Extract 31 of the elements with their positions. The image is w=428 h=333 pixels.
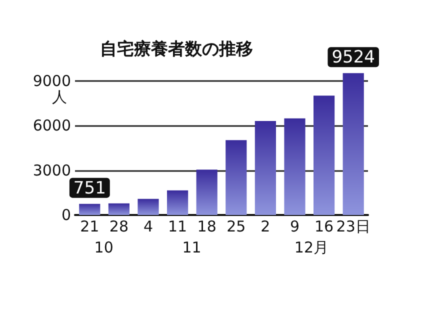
x-tick-label: 21 — [80, 218, 100, 236]
bar — [138, 198, 159, 215]
x-tick-label: 18 — [197, 218, 216, 236]
bar — [284, 118, 306, 215]
data-label: 751 — [73, 178, 106, 198]
bar — [79, 204, 100, 215]
x-tick-label: 9 — [290, 218, 300, 236]
bar — [342, 73, 364, 215]
data-label: 9524 — [332, 48, 375, 68]
x-tick-label: 4 — [143, 218, 154, 236]
y-tick-label: 0 — [61, 206, 71, 224]
x-tick-label: 11 — [168, 218, 188, 236]
x-tick-label: 23日 — [336, 218, 370, 236]
bar — [314, 96, 335, 215]
bar — [226, 140, 247, 215]
bar — [196, 170, 218, 215]
bar — [108, 203, 130, 215]
y-tick-label: 3000 — [32, 161, 71, 180]
y-axis-title: 人 — [52, 88, 67, 106]
bar — [167, 190, 188, 215]
x-tick-label: 25 — [226, 218, 246, 236]
text: 11 — [182, 238, 202, 256]
bar — [254, 121, 276, 215]
chart-title: 自宅療養者数の推移 — [100, 40, 253, 60]
x-tick-label: 28 — [109, 218, 128, 236]
y-tick-label: 6000 — [32, 116, 71, 135]
text: 12月 — [294, 238, 328, 256]
x-tick-label: 2 — [260, 218, 270, 236]
text: 10 — [94, 238, 114, 256]
x-tick-label: 16 — [314, 218, 334, 236]
y-tick-label: 9000 — [32, 72, 71, 90]
